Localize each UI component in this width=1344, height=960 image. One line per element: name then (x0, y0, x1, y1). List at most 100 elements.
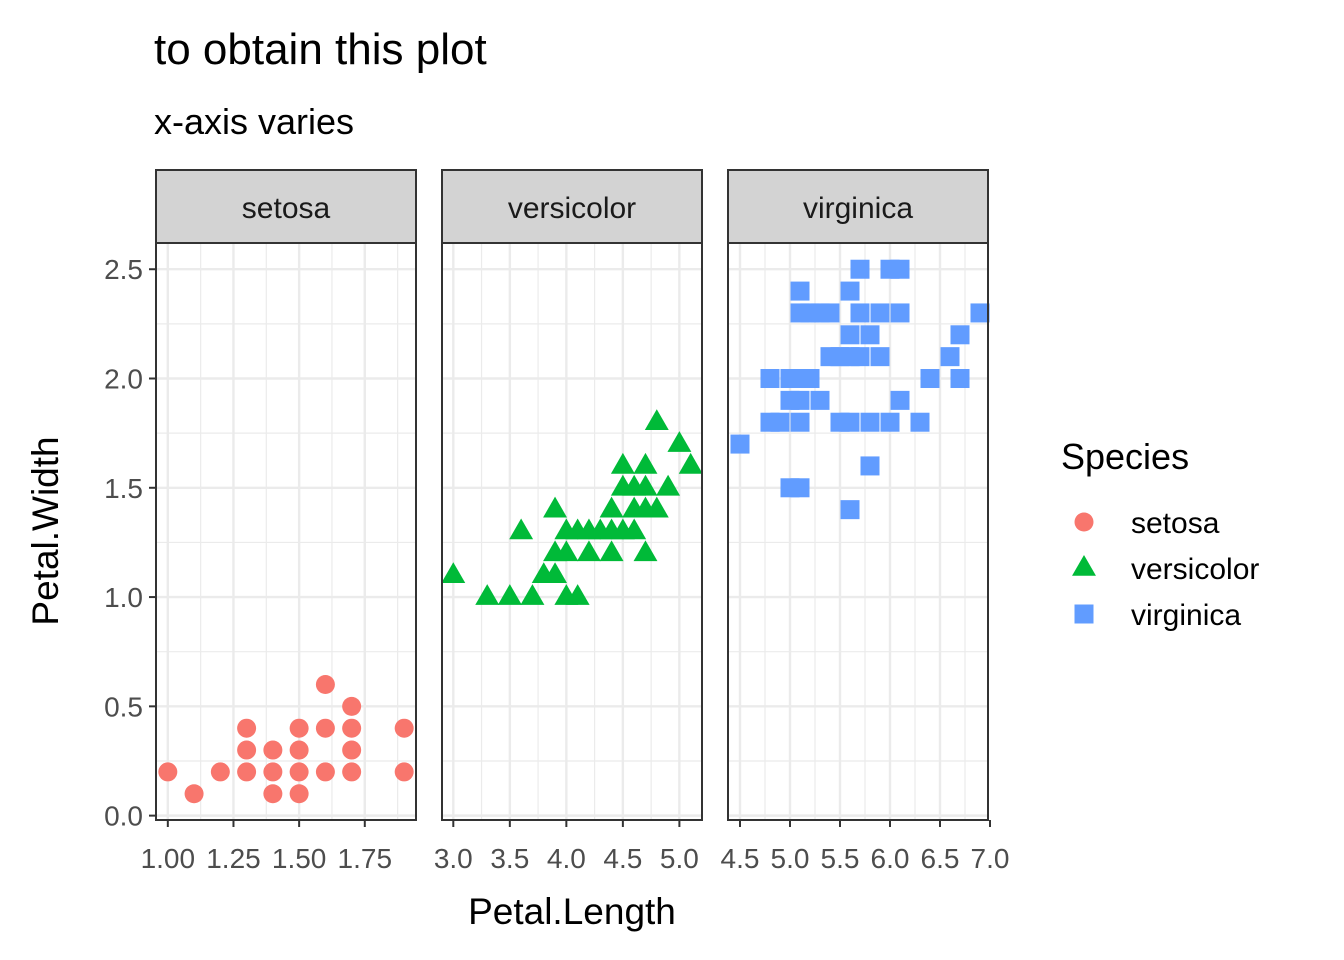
data-point (860, 456, 880, 476)
data-point (790, 390, 810, 410)
data-point (543, 562, 568, 584)
x-tick-label: 7.0 (971, 843, 1010, 874)
data-point (441, 562, 466, 584)
chart-subtitle: x-axis varies (154, 101, 354, 142)
data-point (644, 496, 669, 518)
data-point (840, 500, 860, 520)
x-tick-label: 4.0 (547, 843, 586, 874)
x-tick-label: 3.5 (490, 843, 529, 874)
legend-key-circle (1074, 512, 1094, 532)
data-point (263, 740, 283, 760)
data-point (394, 718, 414, 738)
data-point (800, 369, 820, 389)
data-point (880, 412, 900, 432)
data-point (860, 412, 880, 432)
facet-panel-setosa: setosa 1.00 1.25 1.50 1.75 (141, 169, 417, 874)
x-tick-label: 5.0 (660, 843, 699, 874)
legend-item-setosa: setosa (1074, 507, 1220, 540)
data-point (342, 696, 362, 716)
panel-points (158, 674, 414, 804)
data-point (950, 369, 970, 389)
data-point (760, 369, 780, 389)
data-point (656, 474, 681, 496)
legend-keys: setosa versicolor virginica (1072, 507, 1259, 632)
data-point (790, 412, 810, 432)
y-tick-label: 1.5 (104, 473, 143, 504)
data-point (840, 281, 860, 301)
panel-grid (156, 243, 416, 820)
x-tick-label: 1.25 (206, 843, 261, 874)
data-point (910, 412, 930, 432)
data-point (289, 740, 309, 760)
data-point (890, 303, 910, 323)
data-point (565, 584, 590, 605)
data-point (920, 369, 940, 389)
data-point (790, 281, 810, 301)
x-tick-label: 5.0 (771, 843, 810, 874)
panel-points (441, 409, 703, 605)
facet-strip-label: virginica (803, 192, 913, 225)
data-point (520, 584, 545, 605)
data-point (820, 303, 840, 323)
data-point (184, 784, 204, 804)
data-point (289, 762, 309, 782)
x-tick-label: 6.0 (871, 843, 910, 874)
data-point (950, 325, 970, 345)
data-point (970, 303, 990, 323)
x-tick-label: 4.5 (603, 843, 642, 874)
data-point (940, 347, 960, 367)
data-point (810, 390, 830, 410)
data-point (342, 762, 362, 782)
data-point (289, 784, 309, 804)
data-point (840, 325, 860, 345)
y-axis: 0.0 0.5 1.0 1.5 2.0 2.5 (104, 254, 156, 832)
data-point (543, 496, 568, 518)
facet-panel-virginica: virginica 4.5 5.0 5.5 6.0 6.5 7.0 (721, 169, 1010, 874)
panel-border (727, 242, 989, 821)
data-point (633, 540, 658, 562)
x-tick-label: 1.00 (141, 843, 196, 874)
data-point (770, 412, 790, 432)
data-point (644, 409, 669, 431)
legend-title: Species (1061, 436, 1189, 477)
x-axis-title: Petal.Length (468, 891, 676, 932)
data-point (509, 518, 534, 540)
facet-strip (727, 169, 989, 244)
x-tick-label: 1.75 (338, 843, 393, 874)
data-point (790, 478, 810, 498)
x-tick-label: 3.0 (434, 843, 473, 874)
data-point (394, 762, 414, 782)
data-point (678, 452, 703, 474)
data-point (497, 584, 522, 605)
data-point (610, 452, 635, 474)
data-point (850, 259, 870, 279)
data-point (599, 496, 624, 518)
legend-key-square (1074, 604, 1094, 624)
data-point (237, 718, 257, 738)
panel-points (730, 259, 990, 520)
data-point (237, 762, 257, 782)
facet-strip (441, 169, 703, 244)
chart-title: to obtain this plot (154, 25, 487, 74)
legend-key-triangle (1072, 555, 1096, 576)
data-point (342, 740, 362, 760)
facet-strip-label: versicolor (508, 192, 636, 225)
data-point (475, 584, 500, 605)
data-point (840, 412, 860, 432)
panel-border (155, 242, 417, 821)
legend-label: virginica (1131, 599, 1241, 632)
data-point (315, 674, 335, 694)
y-tick-label: 2.0 (104, 364, 143, 395)
data-point (315, 762, 335, 782)
y-tick-label: 0.5 (104, 691, 143, 722)
data-point (210, 762, 230, 782)
data-point (342, 718, 362, 738)
y-tick-label: 2.5 (104, 254, 143, 285)
y-axis-title: Petal.Width (25, 436, 66, 625)
legend-item-virginica: virginica (1074, 599, 1241, 632)
facet-panel-versicolor: versicolor 3.0 3.5 4.0 4.5 5.0 (434, 169, 703, 874)
data-point (870, 347, 890, 367)
facet-panels: setosa 1.00 1.25 1.50 1.75 versicolor 3.0 3.5 4.… (141, 169, 1010, 874)
data-point (622, 518, 647, 540)
